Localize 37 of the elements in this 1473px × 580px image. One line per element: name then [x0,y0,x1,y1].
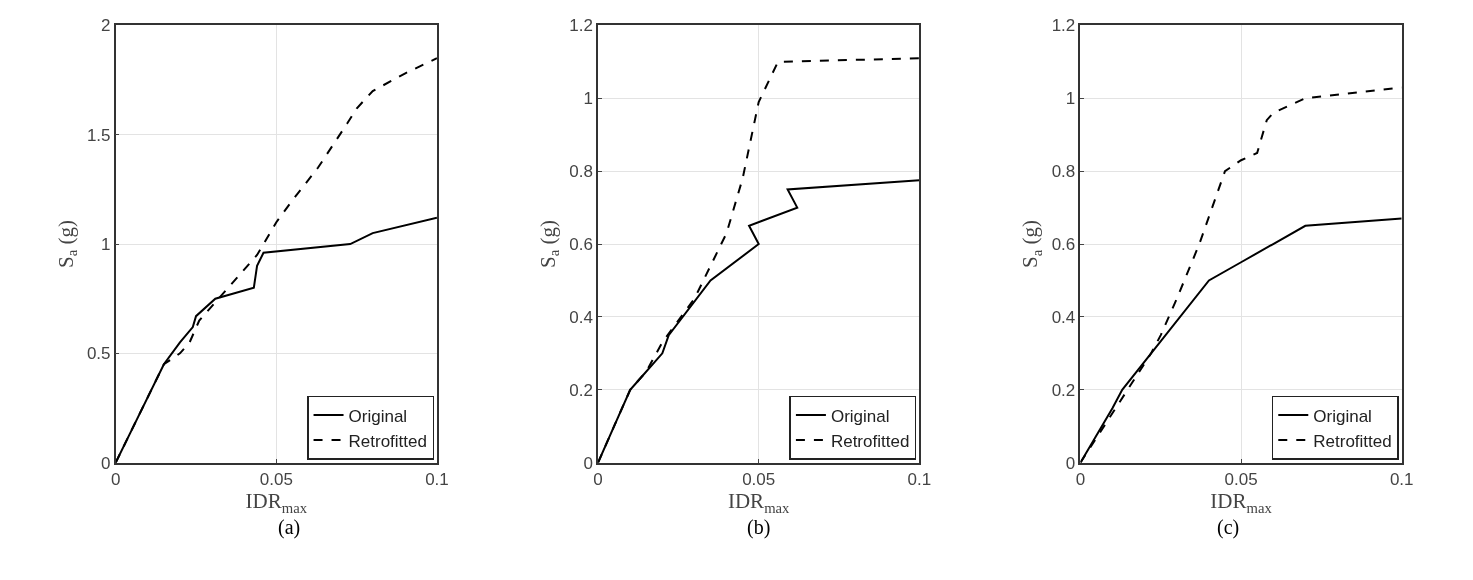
y-tick-label: 1 [101,234,111,254]
y-tick-label: 1.2 [569,16,593,36]
y-tick-label: 0.8 [569,162,593,182]
x-tick-label: 0.05 [1224,469,1258,489]
text: (a) [278,516,301,539]
y-tick-label: 1 [1065,89,1076,109]
x-axis-title: IDR$_{max}$ [245,489,308,516]
x-tick-label: 0.05 [259,469,293,489]
text: (c) [1217,516,1240,539]
text: (b) [747,516,771,539]
legend-label: Retrofitted [830,431,910,451]
y-tick-label: 1.5 [86,125,111,145]
y-tick-label: 0 [1065,453,1076,473]
y-tick-label: 0 [583,453,593,473]
legend-label: Original [1313,406,1372,426]
y-tick-label: 0.8 [1051,162,1076,182]
y-tick-label: 0.6 [1051,234,1076,254]
y-tick-label: 0.2 [1051,380,1076,400]
legend-label: Original [830,406,890,426]
y-tick-label: 0.5 [86,344,111,364]
legend-label: Original [348,406,408,426]
y-tick-label: 0.4 [569,307,593,327]
x-tick-label: 0.1 [1389,469,1414,489]
y-tick-label: 0.2 [569,380,593,400]
x-tick-label: 0.1 [907,469,932,489]
y-tick-label: 0.6 [569,234,593,254]
x-axis-title: IDR$_{max}$ [727,489,791,516]
y-tick-label: 1.2 [1051,16,1076,36]
x-axis-title: IDR$_{max}$ [1210,489,1273,516]
y-tick-label: 0.4 [1051,307,1076,327]
legend-label: Retrofitted [1313,431,1392,451]
y-tick-label: 0 [101,453,111,473]
y-tick-label: 1 [583,89,593,109]
x-tick-label: 0.1 [425,469,449,489]
legend-label: Retrofitted [348,431,427,451]
x-tick-label: 0.05 [742,469,776,489]
y-tick-label: 2 [101,16,111,36]
